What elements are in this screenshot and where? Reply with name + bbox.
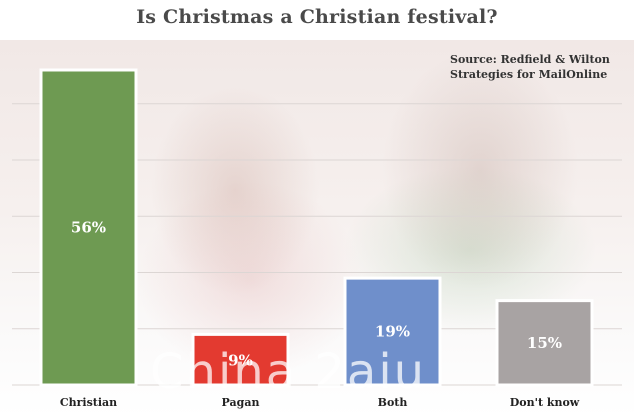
bar-christian bbox=[39, 68, 138, 387]
category-label: Both bbox=[378, 396, 408, 409]
chart-title: Is Christmas a Christian festival? bbox=[136, 6, 498, 28]
bar-don-t-know bbox=[495, 299, 594, 387]
data-label: 9% bbox=[228, 352, 253, 370]
data-label: 15% bbox=[527, 334, 562, 352]
data-label: 56% bbox=[71, 219, 106, 237]
bar-pagan bbox=[191, 332, 290, 387]
category-label: Pagan bbox=[222, 396, 260, 409]
bar-both bbox=[343, 276, 442, 387]
source-note: Source: Redfield & Wilton Strategies for… bbox=[450, 53, 610, 81]
category-label: Christian bbox=[60, 396, 117, 409]
category-label: Don't know bbox=[510, 396, 580, 409]
watermark-text: China 2aiu bbox=[150, 344, 427, 400]
data-label: 19% bbox=[375, 323, 410, 341]
